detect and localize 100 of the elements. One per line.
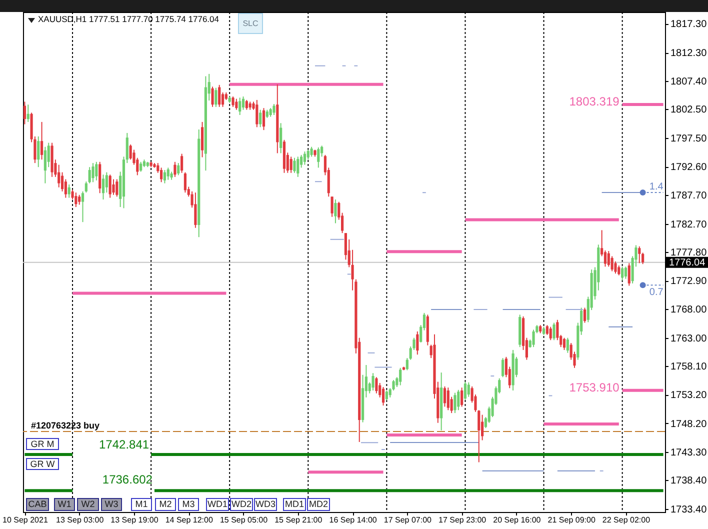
candlestick [457, 389, 460, 411]
series-label: 1.4 [649, 182, 664, 193]
candlestick [200, 121, 204, 158]
candlestick [262, 108, 266, 131]
candlestick [40, 121, 44, 160]
y-tick-label: 1797.50 [670, 134, 708, 145]
y-tick-label: 1743.30 [670, 447, 708, 458]
candlestick [399, 367, 402, 386]
candlestick [95, 161, 98, 181]
button: GR M [26, 438, 59, 450]
candlestick [74, 192, 78, 208]
y-tick-label: 1768.00 [670, 304, 708, 316]
x-tick-label: 17 Sep 07:00 [384, 516, 432, 524]
candlestick [92, 162, 94, 183]
y-tick-label: 1802.50 [670, 104, 708, 116]
candlestick [174, 161, 176, 178]
candlestick [385, 390, 388, 401]
candlestick [280, 122, 282, 154]
candlestick [184, 172, 187, 194]
button: W1 [54, 498, 75, 511]
button: WD3 [254, 498, 277, 511]
candlestick [194, 192, 197, 228]
x-tick-label: 14 Sep 12:00 [165, 516, 214, 524]
series-label: 1803.319 [569, 94, 620, 108]
candlestick [140, 161, 142, 172]
candlestick [460, 387, 464, 408]
candlestick [232, 96, 234, 108]
button: MD1 [283, 498, 306, 511]
button: WD2 [230, 498, 253, 511]
button: M2 [155, 498, 176, 511]
candlestick [116, 178, 118, 198]
candlestick [180, 153, 184, 174]
button: GR W [26, 458, 59, 470]
button: W2 [77, 498, 99, 511]
candlestick [330, 196, 334, 218]
candlestick [628, 262, 630, 286]
y-tick-label: 1812.30 [670, 48, 708, 60]
x-tick-label: 13 Sep 19:00 [110, 516, 159, 524]
candlestick [214, 87, 218, 108]
x-tick-label: 13 Sep 03:00 [56, 516, 104, 524]
candlestick [382, 386, 385, 406]
candlestick [583, 307, 586, 324]
candlestick [296, 156, 300, 178]
y-tick-label: 1748.20 [670, 418, 708, 430]
x-tick-label: 17 Sep 23:00 [438, 516, 487, 524]
x-tick-label: 15 Sep 21:00 [274, 516, 323, 524]
button: MD2 [307, 498, 330, 511]
candlestick [102, 174, 105, 200]
button: M1 [131, 498, 152, 511]
candlestick [303, 150, 306, 166]
y-tick-label: 1753.20 [670, 390, 708, 402]
y-tick-label: 1763.00 [670, 333, 708, 344]
candlestick [624, 266, 628, 280]
candlestick [211, 86, 214, 108]
candlestick [556, 319, 559, 341]
x-tick-label: 16 Sep 14:00 [329, 516, 378, 524]
ref-line-label: #120763223 buy [31, 420, 100, 431]
candlestick [618, 264, 620, 276]
y-tick-label: 1787.70 [670, 190, 708, 202]
candlestick [454, 392, 456, 414]
candlestick [84, 181, 88, 194]
candlestick [293, 157, 296, 174]
y-tick-label: 1738.40 [670, 476, 708, 487]
candlestick [163, 169, 166, 184]
candlestick [306, 149, 310, 160]
candlestick [177, 162, 180, 176]
candlestick [259, 109, 262, 128]
y-tick-label: 1777.80 [670, 248, 708, 259]
candlestick [621, 266, 624, 282]
candlestick [81, 190, 84, 223]
candlestick [108, 174, 112, 198]
candlestick [88, 166, 91, 184]
candlestick [552, 322, 556, 341]
candlestick [26, 104, 30, 122]
y-tick-label: 1792.60 [670, 162, 708, 174]
x-tick-label: 10 Sep 2021 [2, 516, 48, 524]
candlestick [416, 330, 419, 356]
candlestick [317, 146, 320, 168]
x-tick-label: 22 Sep 02:00 [602, 516, 651, 524]
series-label: 1753.910 [569, 380, 620, 394]
candlestick [235, 98, 238, 110]
candlestick [532, 329, 535, 348]
x-tick-label: 20 Sep 16:00 [493, 516, 542, 524]
candlestick [638, 246, 641, 264]
candlestick [501, 358, 504, 378]
y-tick-label: 1733.40 [670, 504, 708, 516]
x-tick-label: 15 Sep 05:00 [220, 516, 268, 524]
button: M3 [178, 498, 199, 511]
candlestick [467, 382, 470, 398]
candlestick [607, 250, 610, 268]
candlestick [549, 326, 552, 341]
chart-title: XAUUSD,H1 1777.51 1777.70 1775.74 1776.04 [38, 14, 219, 25]
series-label: 1742.841 [98, 437, 150, 452]
candlestick [256, 99, 258, 128]
button: CAB [26, 498, 49, 511]
candlestick [238, 97, 242, 116]
button: SLC [238, 13, 263, 34]
candlestick [566, 337, 569, 354]
candlestick [23, 101, 26, 125]
x-tick-label: 21 Sep 09:00 [548, 516, 596, 524]
